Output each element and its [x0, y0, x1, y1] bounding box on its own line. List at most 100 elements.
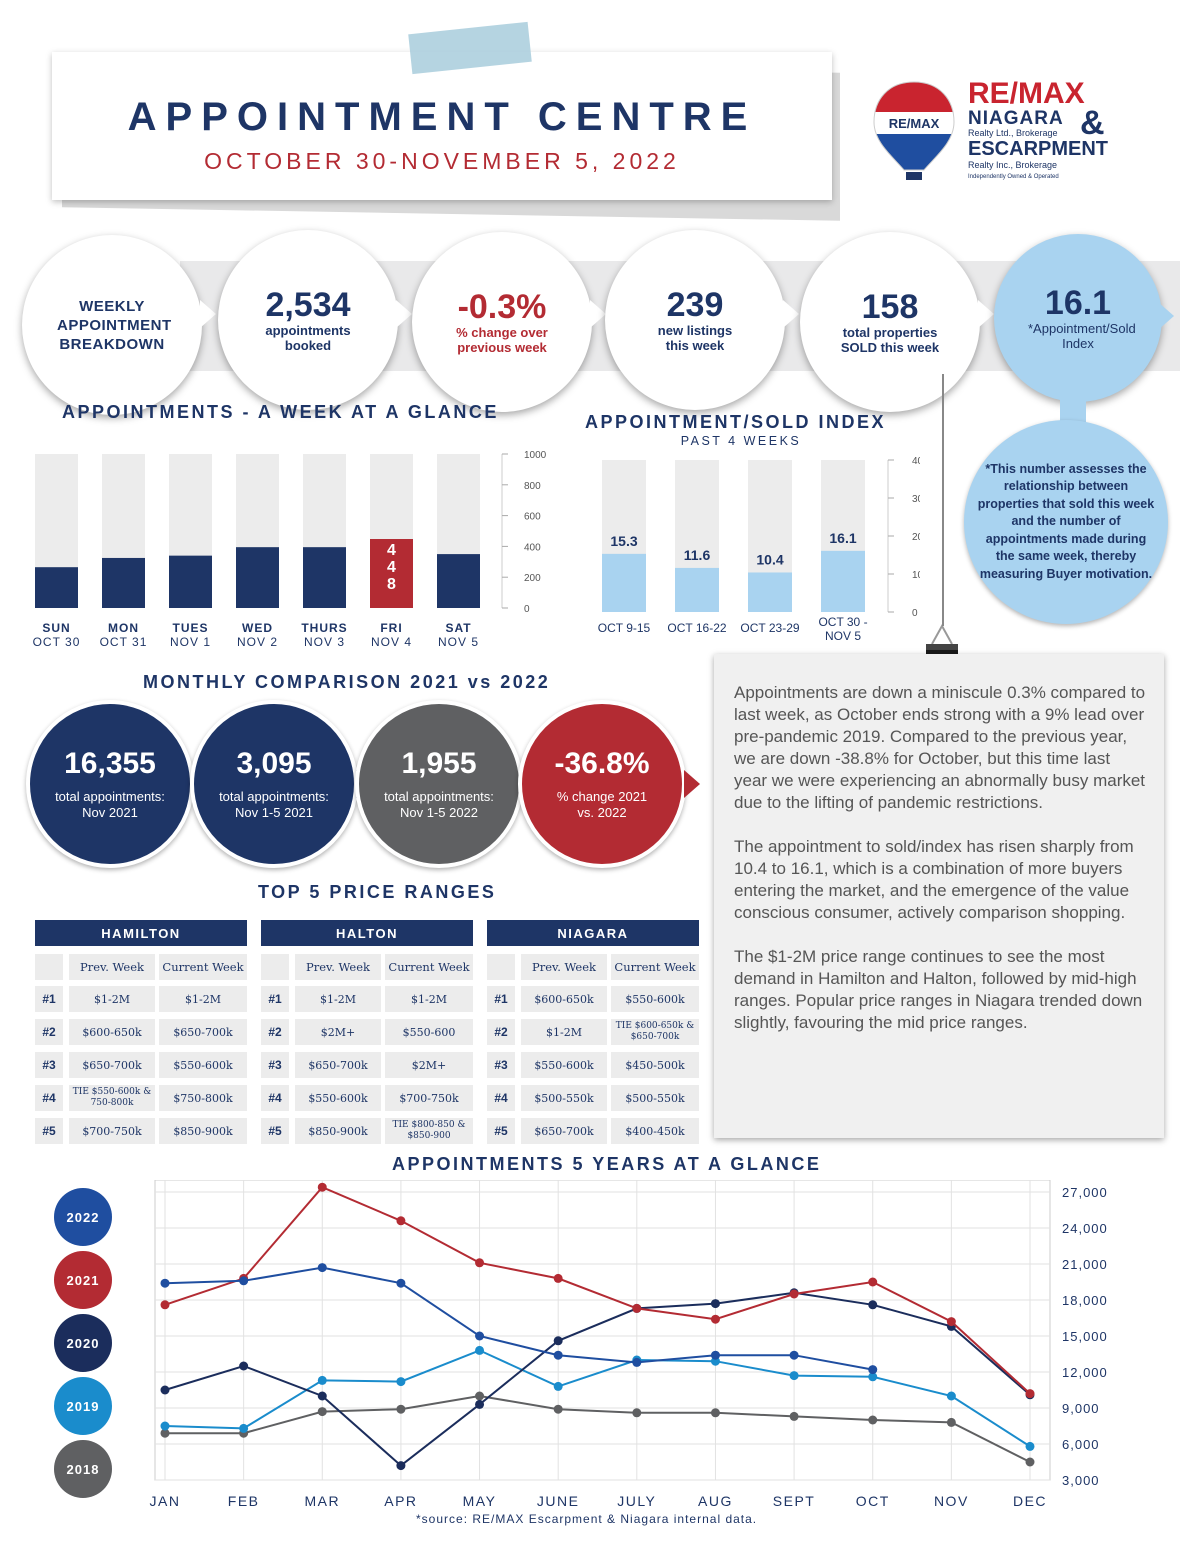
series-point-2020 [317, 1391, 327, 1401]
table-cell-prev: TIE $550-600k & 750-800k [69, 1085, 155, 1111]
monthly-label: % change 2021 vs. 2022 [556, 789, 648, 820]
series-point-2021 [160, 1300, 170, 1310]
index-bar-chart: 15.3 OCT 9-15 11.6 OCT 16-22 10.4 OCT 23-29 16… [598, 456, 920, 643]
table-cell-prev: $2M+ [295, 1019, 381, 1045]
remax-logo: RE/MAX RE/MAX NIAGARA Realty Ltd., Broke… [868, 78, 1128, 188]
week-date-label: NOV 5 [438, 635, 479, 649]
series-point-2020 [710, 1299, 720, 1309]
series-line-2018 [165, 1394, 1031, 1463]
series-point-2018 [396, 1404, 406, 1414]
sold-value: 158 [861, 288, 919, 326]
series-point-2019 [946, 1391, 956, 1401]
listings-label: new listings this week [657, 323, 733, 353]
week-y-tick-label: 400 [524, 542, 541, 553]
series-point-2019 [160, 1421, 170, 1431]
line-y-tick-label: 27,000 [1062, 1185, 1108, 1200]
series-point-2021 [317, 1182, 327, 1192]
line-x-label: MAY [463, 1493, 497, 1509]
change-label: % change over previous week [456, 325, 548, 355]
five-year-line-chart: 3,000 6,000 9,000 12,000 15,000 18,000 21,000 2… [150, 1180, 1108, 1509]
table-rank: #1 [35, 986, 63, 1012]
table-col-prev: Prev. Week [69, 954, 155, 980]
table-rank: #2 [35, 1019, 63, 1045]
series-point-2021 [946, 1317, 956, 1327]
table-col-current: Current Week [611, 954, 699, 980]
line-y-tick-label: 15,000 [1062, 1329, 1108, 1344]
stat-sold-arrow [978, 300, 994, 328]
week-date-label: NOV 4 [371, 635, 412, 649]
series-point-2020 [396, 1461, 406, 1471]
series-point-2018 [475, 1391, 485, 1401]
header-card [52, 52, 832, 200]
series-point-2019 [1025, 1441, 1035, 1451]
index-data-label: 16.1 [829, 530, 856, 546]
week-day-label: SUN [42, 621, 70, 635]
series-point-2018 [946, 1417, 956, 1427]
table-cell-prev: $600-650k [521, 986, 607, 1012]
table-cell-prev: $500-550k [521, 1085, 607, 1111]
line-y-tick-label: 6,000 [1062, 1437, 1100, 1452]
week-date-label: OCT 31 [100, 635, 148, 649]
monthly-title: MONTHLY COMPARISON 2021 vs 2022 [143, 672, 551, 692]
series-point-2019 [396, 1377, 406, 1387]
balloon-text: RE/MAX [889, 116, 940, 131]
logo-niagara-sub: Realty Ltd., Brokerage [968, 128, 1058, 138]
week-bar [303, 547, 346, 608]
stat-intro: WEEKLY APPOINTMENT BREAKDOWN [22, 235, 202, 415]
commentary-para-1: Appointments are down a miniscule 0.3% c… [734, 683, 1146, 812]
week-bar [370, 539, 413, 608]
table-cell-current: $2M+ [385, 1052, 473, 1078]
monthly-circle: 16,355 total appointments: Nov 2021 [26, 700, 194, 868]
series-point-2021 [789, 1289, 799, 1299]
week-date-label: NOV 1 [170, 635, 211, 649]
index-y-tick-label: 30 [912, 494, 920, 505]
table-rank: #3 [35, 1052, 63, 1078]
series-point-2019 [868, 1372, 878, 1382]
table-corner-cell [35, 954, 63, 980]
table-cell-current: TIE $600-650k & $650-700k [611, 1019, 699, 1045]
series-point-2022 [789, 1350, 799, 1360]
week-day-label: WED [242, 621, 273, 635]
logo-ampersand: & [1080, 104, 1105, 142]
line-x-label: NOV [934, 1493, 969, 1509]
logo-tagline: Independently Owned & Operated [968, 174, 1059, 180]
series-point-2019 [239, 1423, 249, 1433]
line-y-tick-label: 12,000 [1062, 1365, 1108, 1380]
week-y-tick-label: 1000 [524, 450, 547, 461]
table-cell-prev: $1-2M [69, 986, 155, 1012]
series-point-2020 [239, 1361, 249, 1371]
series-point-2022 [632, 1357, 642, 1367]
series-point-2018 [710, 1408, 720, 1418]
week-date-label: NOV 3 [304, 635, 345, 649]
commentary-para-3: The $1-2M price range continues to see t… [734, 947, 1143, 1032]
source-note: *source: RE/MAX Escarpment & Niagara int… [416, 1512, 758, 1526]
table-rank: #5 [35, 1118, 63, 1144]
series-point-2019 [475, 1345, 485, 1355]
stat-listings: 239 new listings this week [605, 230, 785, 410]
index-value: 16.1 [1044, 284, 1112, 322]
table-cell-current: $1-2M [159, 986, 247, 1012]
index-bar [821, 550, 865, 612]
series-line-2021 [164, 1185, 1031, 1395]
line-x-label: FEB [228, 1493, 260, 1509]
series-point-2018 [160, 1428, 170, 1438]
table-col-prev: Prev. Week [295, 954, 381, 980]
index-label: *Appointment/Sold Index [1028, 321, 1136, 351]
series-point-2021 [1025, 1389, 1035, 1399]
series-point-2022 [710, 1350, 720, 1360]
line-y-tick-label: 18,000 [1062, 1293, 1108, 1308]
series-point-2020 [160, 1385, 170, 1395]
line-x-label: AUG [698, 1493, 733, 1509]
logo-escarpment: ESCARPMENT [968, 138, 1109, 160]
series-point-2018 [632, 1408, 642, 1418]
clip-line [942, 374, 944, 626]
table-rank: #4 [487, 1085, 515, 1111]
table-rank: #5 [487, 1118, 515, 1144]
week-date-label: OCT 30 [33, 635, 81, 649]
week-day-label: THURS [301, 621, 347, 635]
line-chart-frame [154, 1180, 1051, 1481]
week-y-tick-label: 600 [524, 512, 541, 523]
table-cell-current: $500-550k [611, 1085, 699, 1111]
listings-value: 239 [666, 286, 724, 324]
stat-booked: 2,534 appointments booked [218, 230, 398, 410]
